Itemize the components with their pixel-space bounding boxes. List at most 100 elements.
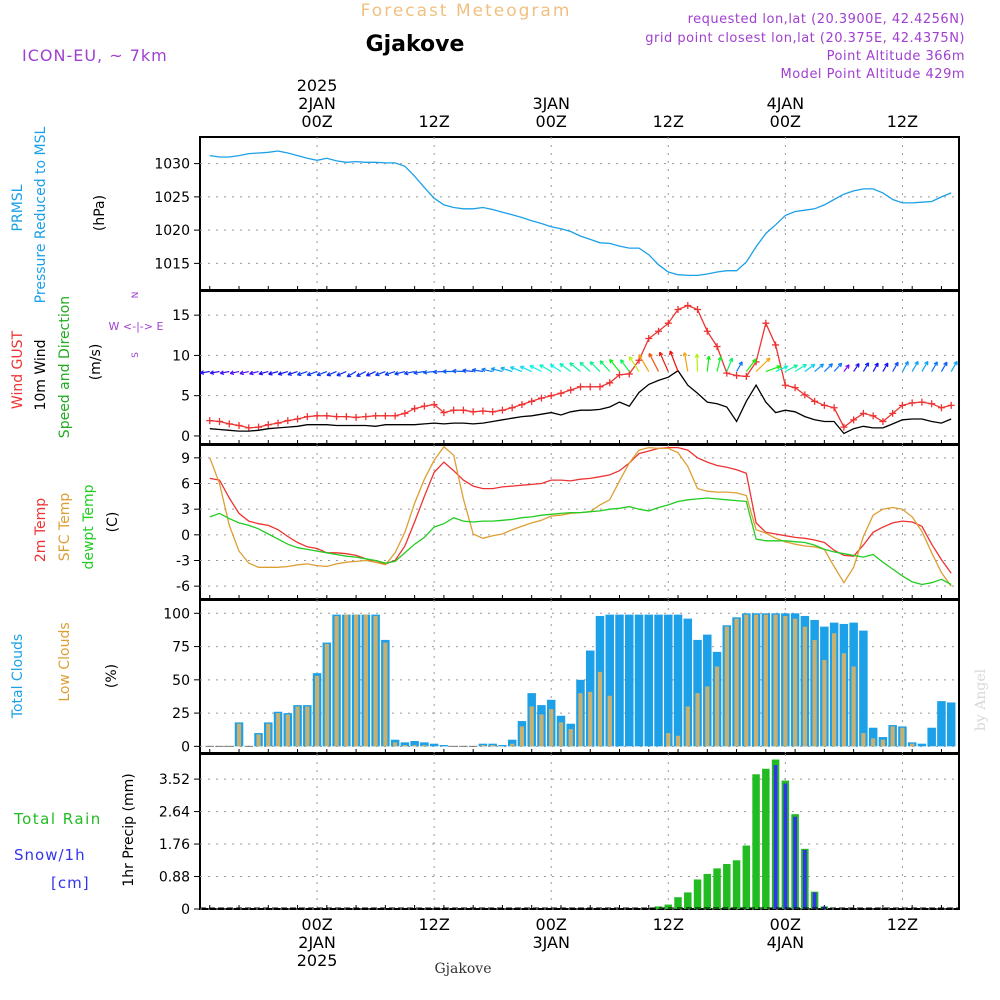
precip-ytick-label: 0 [181,902,190,918]
snow-unit-legend: [cm] [51,874,90,892]
gust-marker [294,415,302,423]
rain-legend: Total Rain [13,810,102,828]
gust-marker [664,319,672,327]
snow-legend: Snow/1h [14,846,86,864]
total-cloud-bar [654,614,663,747]
bottom-time-label: 00Z [536,915,567,934]
rain-bar [664,904,673,909]
low-cloud-bar [802,626,807,747]
snow-bar [812,892,817,909]
gust-marker [333,413,341,421]
gust-marker [264,421,272,429]
gust-marker [518,401,526,409]
wind10-label: 10m Wind [33,339,49,410]
gust-marker [528,397,536,405]
gust-marker [625,370,633,378]
bottom-time-label: 00Z [770,915,801,934]
total-cloud-bar [439,745,449,747]
winddir-label: Speed and Direction [57,296,73,438]
wind-ytick-label: 10 [172,348,190,364]
low-cloud-bar [792,618,798,747]
prmsl-label: PRMSL [10,184,26,231]
gust-marker [547,392,555,400]
total-cloud-bar [634,614,644,747]
gust-marker [557,389,565,397]
low-cloud-bar [392,742,398,747]
clouds-unit: (%) [104,664,120,688]
temp-unit: (C) [105,512,121,533]
low-cloud-bar [666,733,671,747]
plot-layer [199,150,959,909]
wind-arrow [442,369,454,374]
wind-arrow [365,370,376,377]
top-time-label: 00Z [770,112,801,131]
low-cloud-bar [812,639,817,747]
total-cloud-bar [410,741,419,747]
requested-coords: requested lon,lat (20.3900E, 42.4256N) [688,12,965,27]
low-cloud-bar [422,745,427,747]
bottom-time-label: 3JAN [532,933,570,952]
model-label: ICON-EU, ~ 7km [22,46,168,65]
wind-arrow [277,370,288,376]
snow-bar [773,765,778,909]
wind-ytick-label: 15 [172,308,190,324]
total-cloud-bar [644,614,654,747]
temp-ytick-label: -6 [176,579,190,595]
wind-arrow [287,370,298,376]
side-labels: PRMSL Pressure Reduced to MSL (hPa) Wind… [10,126,163,892]
wind-arrow [589,361,601,372]
total-cloud-bar [693,639,702,747]
gust-marker [947,401,955,409]
prmsl-line [209,150,952,277]
model-altitude: Model Point Altitude 429m [781,67,965,82]
sfc-label: SFC Temp [57,493,73,562]
chart-title: Forecast Meteogram [361,1,572,21]
low-cloud-bar [607,695,612,747]
gust-marker [645,335,653,343]
low-cloud-bar [480,745,486,747]
wind-arrow [500,366,513,373]
rain-bar [762,768,770,909]
wind-arrow [804,363,816,373]
gust-marker [811,397,819,405]
clouds-ytick-label: 75 [172,640,190,656]
wind-arrow [950,360,958,372]
rain-bar [732,860,741,909]
low-cloud-bar [519,726,525,747]
wind-arrow [745,358,757,372]
wind-arrow [346,371,357,378]
low-cloud-bar [910,743,915,747]
wind-arrow [394,370,406,376]
low-cloud-bar [880,739,886,747]
gust-marker [362,413,370,421]
wind-arrow [706,355,711,372]
wind-arrow [268,370,279,376]
low-cloud-bar [597,671,603,747]
low-cloud-bar [675,735,681,747]
compass-n: N [131,292,141,299]
point-altitude: Point Altitude 366m [827,49,965,64]
gust-marker [469,408,477,416]
wind-ytick-label: 5 [181,389,190,405]
low-cloud-bar [851,666,856,747]
precip-ytick-label: 0.88 [159,870,190,886]
total-cloud-bar [673,614,683,747]
total-cloud-bar [400,742,410,747]
wind-arrow [384,370,396,376]
prmsl-ytick-label: 1020 [154,223,190,239]
gust-marker [284,417,292,425]
rain-bar [713,868,721,909]
gust-marker [840,423,848,431]
gust-marker [674,306,682,314]
wind-arrow [509,366,523,373]
top-time-label: 00Z [301,112,332,131]
gust-marker [791,384,799,392]
wind-arrow [529,365,542,373]
total-cloud-bar [937,701,946,747]
temp-frame [199,444,960,600]
snow-bar [793,816,797,909]
wind-arrow [462,368,474,374]
gust-marker [479,407,487,415]
bottom-time-label: 12Z [653,915,684,934]
rain-bar [723,863,731,909]
